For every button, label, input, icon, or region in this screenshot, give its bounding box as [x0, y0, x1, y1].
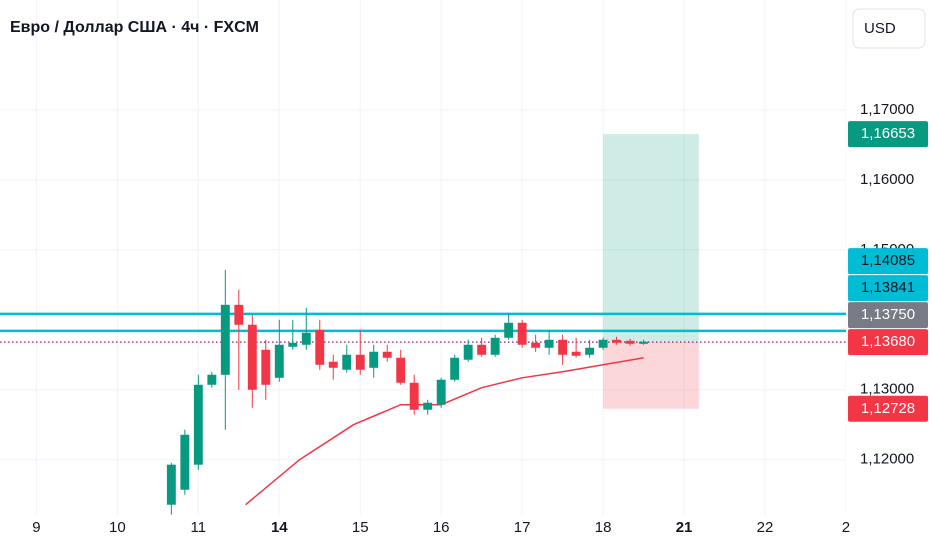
candle-body: [423, 402, 433, 410]
currency-button[interactable]: [852, 8, 926, 49]
candle-body: [247, 324, 257, 390]
x-tick-label: 22: [757, 519, 774, 536]
candle-body: [531, 342, 541, 348]
price-label-box: [848, 302, 928, 329]
candle-body: [180, 434, 190, 490]
profit-zone: [603, 134, 699, 343]
y-tick-label: 1,13000: [860, 381, 914, 398]
candle-body: [612, 339, 622, 343]
candle-body: [193, 384, 203, 465]
candle-body: [274, 344, 284, 378]
price-label-box: [848, 275, 928, 302]
candle-body: [234, 304, 244, 325]
plot-layer: 910111415161718212221,120001,130001,1500…: [0, 0, 914, 536]
candle-body: [355, 354, 365, 370]
candle-body: [504, 322, 514, 338]
x-tick-label: 10: [109, 519, 126, 536]
candle-body: [571, 351, 581, 356]
x-tick-label: 2: [842, 519, 850, 536]
price-label: 1,13680: [861, 333, 915, 350]
price-label-box: [848, 329, 928, 356]
candle-body: [261, 349, 271, 385]
price-label: 1,13750: [861, 306, 915, 323]
price-label-box: [848, 248, 928, 275]
candle-body: [585, 347, 595, 355]
currency-label[interactable]: USD: [864, 20, 896, 37]
y-tick-label: 1,16000: [860, 171, 914, 188]
x-tick-label: 15: [352, 519, 369, 536]
moving-average: [245, 357, 644, 506]
y-tick-label: 1,12000: [860, 451, 914, 468]
candle-body: [639, 341, 649, 344]
candle-body: [328, 361, 338, 368]
candle-body: [342, 354, 352, 370]
candle-body: [544, 339, 554, 348]
candle-body: [463, 344, 473, 360]
candle-body: [517, 322, 527, 345]
x-tick-label: 17: [514, 519, 531, 536]
x-tick-label: 11: [191, 519, 207, 536]
y-tick-label: 1,17000: [860, 101, 914, 118]
candle-body: [288, 342, 298, 347]
price-label: 1,12728: [861, 400, 915, 417]
candle-body: [369, 351, 379, 368]
price-label-box: [848, 121, 928, 148]
candle-body: [436, 379, 446, 405]
price-label: 1,14085: [861, 252, 915, 269]
price-label-box: [848, 395, 928, 422]
candle-body: [207, 374, 217, 385]
candle-body: [166, 464, 176, 505]
loss-zone: [603, 342, 699, 409]
x-tick-label: 14: [271, 519, 288, 536]
x-tick-label: 16: [433, 519, 450, 536]
candle-body: [625, 340, 635, 344]
candle-body: [396, 357, 406, 383]
price-label: 1,16653: [861, 125, 915, 142]
candle-body: [382, 351, 392, 358]
candle-body: [409, 382, 419, 410]
candle-body: [477, 344, 487, 355]
x-tick-label: 18: [595, 519, 612, 536]
x-tick-label: 9: [32, 519, 40, 536]
candle-body: [301, 332, 311, 345]
price-label: 1,13841: [861, 279, 915, 296]
candle-body: [598, 339, 608, 348]
x-tick-label: 21: [676, 519, 693, 536]
overlay-layer: 1,120001,130001,150001,160001,170001,127…: [846, 60, 932, 515]
candle-body: [315, 329, 325, 365]
candle-body: [450, 357, 460, 380]
candle-body: [220, 304, 230, 375]
candle-body: [558, 339, 568, 355]
chart-title: Евро / Доллар США · 4ч · FXCM: [10, 19, 259, 36]
candle-body: [490, 337, 500, 355]
